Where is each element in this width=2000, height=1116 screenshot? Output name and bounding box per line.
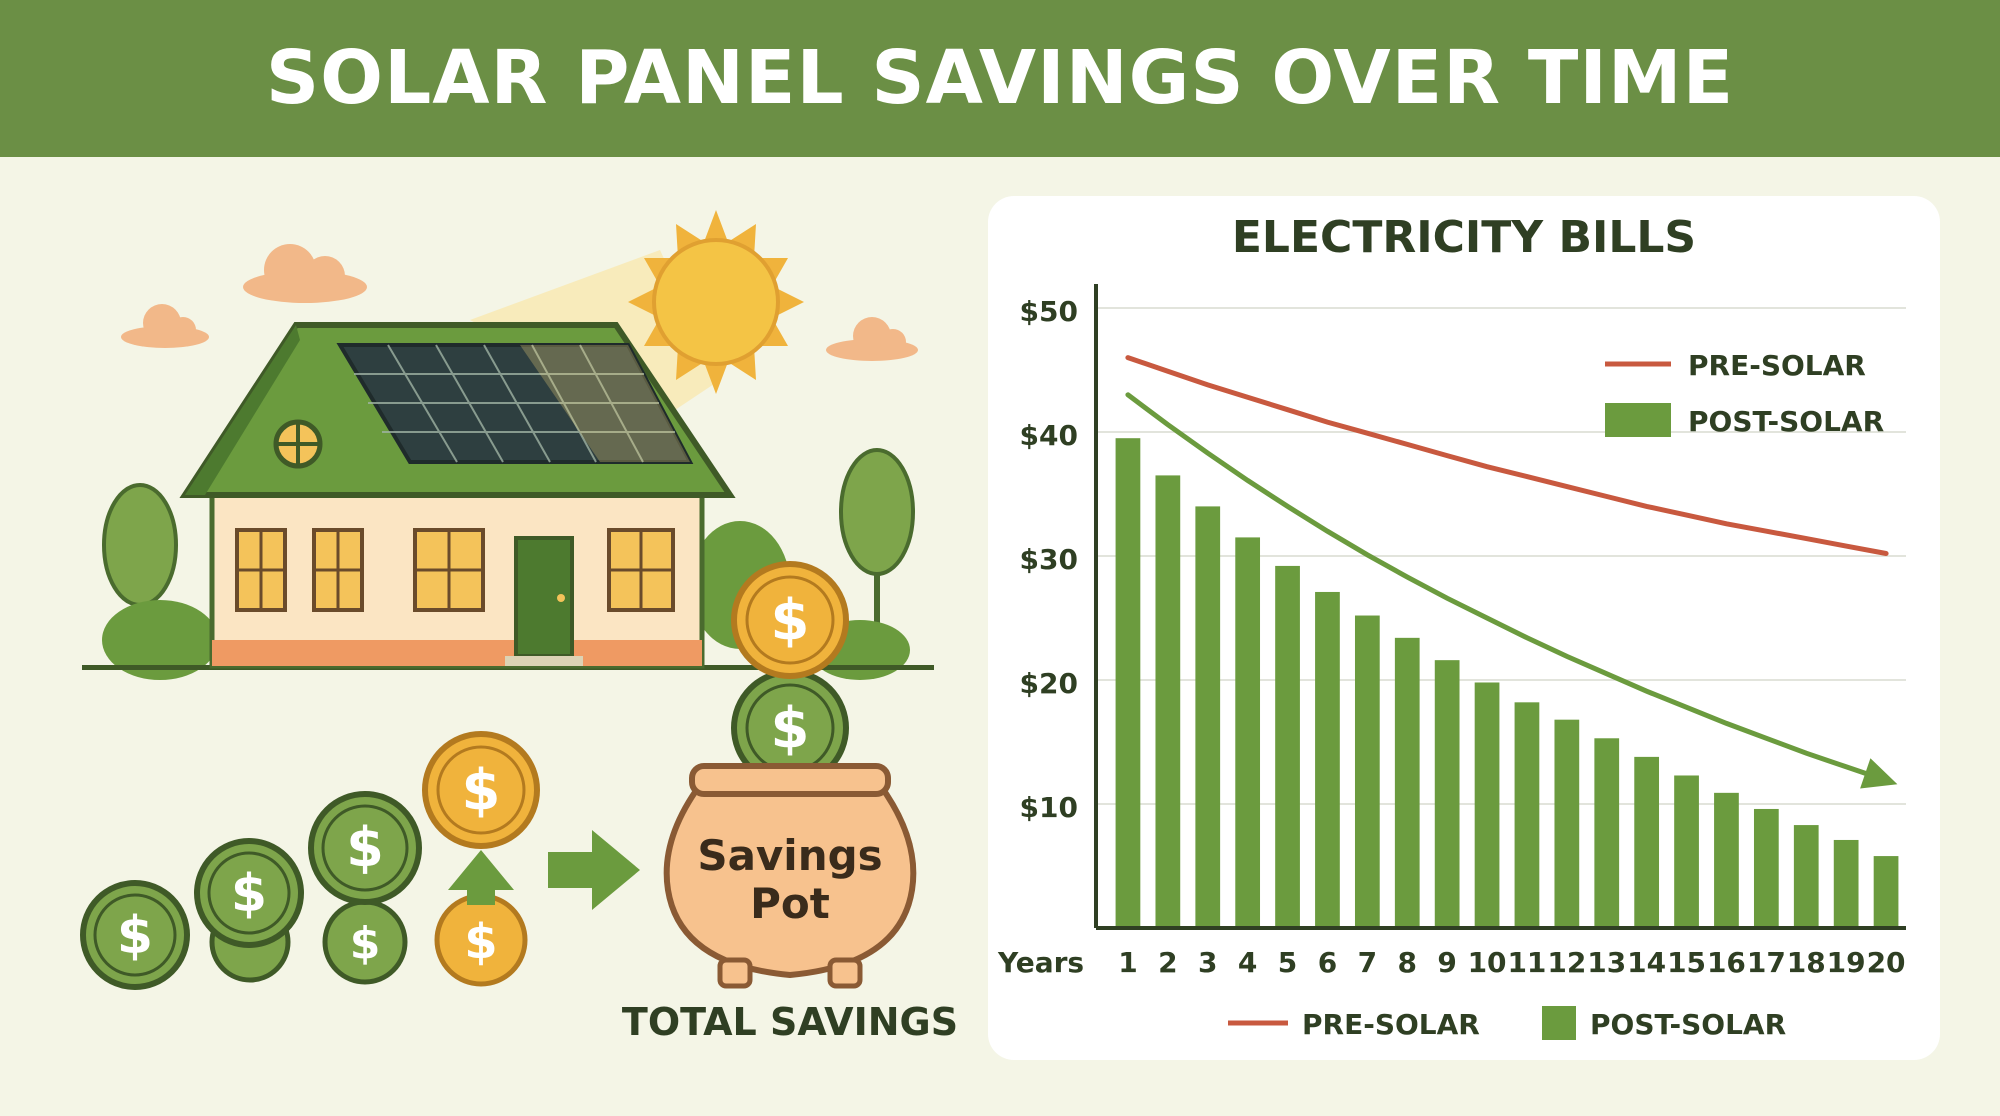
y-tick-label: $40 xyxy=(1020,419,1078,452)
y-tick-label: $30 xyxy=(1020,543,1078,576)
x-tick-label: 11 xyxy=(1507,946,1546,979)
post-solar-bar xyxy=(1315,591,1340,928)
coin-icon: $ xyxy=(731,669,849,787)
arrow-right-icon xyxy=(548,830,640,910)
post-solar-bar xyxy=(1514,702,1540,928)
cloud-icon xyxy=(121,304,209,348)
post-solar-bar xyxy=(1155,475,1181,928)
x-tick-label: 18 xyxy=(1787,946,1826,979)
total-savings-caption: TOTAL SAVINGS xyxy=(621,1000,959,1044)
arrow-up-icon xyxy=(448,850,514,905)
svg-text:$: $ xyxy=(771,588,810,653)
x-axis-label: Years xyxy=(997,946,1084,979)
cloud-icon xyxy=(826,317,918,361)
svg-text:$: $ xyxy=(346,816,384,879)
chart-panel: ELECTRICITY BILLS $50 $40 $30 $20 $10 Years 1 2… xyxy=(988,196,1940,1060)
x-tick-label: 5 xyxy=(1278,946,1297,979)
post-solar-line xyxy=(1125,392,1889,783)
axes xyxy=(1094,284,1906,930)
legend-pre-solar-label: PRE-SOLAR xyxy=(1688,349,1866,382)
post-solar-bar xyxy=(1873,856,1899,928)
post-solar-bar xyxy=(1714,792,1739,928)
post-solar-bar xyxy=(1753,808,1779,928)
x-tick-label: 19 xyxy=(1827,946,1866,979)
post-solar-bar xyxy=(1594,738,1620,928)
post-solar-bar xyxy=(1195,506,1221,928)
post-solar-bar xyxy=(1235,537,1261,928)
post-solar-bar xyxy=(1354,615,1380,928)
sun-icon xyxy=(628,210,804,394)
x-tick-label: 13 xyxy=(1587,946,1626,979)
savings-pot-icon: Savings Pot xyxy=(663,763,917,989)
y-tick-label: $50 xyxy=(1020,295,1078,328)
bottom-legend-post-solar-swatch xyxy=(1542,1006,1576,1040)
legend-post-solar-swatch xyxy=(1605,403,1671,437)
x-tick-label: 17 xyxy=(1747,946,1786,979)
chart-title: ELECTRICITY BILLS xyxy=(1232,212,1696,263)
x-tick-label: 3 xyxy=(1198,946,1217,979)
pot-label-line1: Savings xyxy=(697,831,882,880)
x-tick-label: 2 xyxy=(1158,946,1177,979)
x-tick-label: 7 xyxy=(1358,946,1377,979)
bottom-legend-post-solar-label: POST-SOLAR xyxy=(1590,1008,1786,1041)
post-solar-arrowhead xyxy=(1860,758,1898,789)
x-tick-label: 16 xyxy=(1707,946,1746,979)
title-banner xyxy=(0,0,2000,157)
post-solar-bar xyxy=(1674,775,1699,928)
x-tick-label: 12 xyxy=(1547,946,1586,979)
post-solar-bar xyxy=(1793,825,1819,928)
svg-text:$: $ xyxy=(231,864,267,924)
page-title: SOLAR PANEL SAVINGS OVER TIME xyxy=(265,35,1735,121)
x-tick-label: 4 xyxy=(1238,946,1257,979)
coin-icon: $ xyxy=(731,561,849,679)
solar-panel-icon xyxy=(336,343,694,464)
x-tick-label: 6 xyxy=(1318,946,1337,979)
post-solar-bar xyxy=(1115,438,1141,928)
legend-post-solar-label: POST-SOLAR xyxy=(1688,405,1884,438)
svg-text:$: $ xyxy=(350,918,381,969)
coin-icon: $ xyxy=(422,731,540,849)
post-solar-bar xyxy=(1394,637,1420,928)
coin-icon: $ xyxy=(322,899,408,985)
coin-icon: $ xyxy=(80,880,190,990)
series-lines xyxy=(1125,355,1898,789)
bottom-legend-pre-solar-label: PRE-SOLAR xyxy=(1302,1008,1480,1041)
post-solar-bar xyxy=(1275,565,1300,928)
y-tick-label: $10 xyxy=(1020,791,1078,824)
post-solar-bar xyxy=(1634,756,1660,928)
x-tick-label: 15 xyxy=(1667,946,1706,979)
pot-label-line2: Pot xyxy=(750,879,830,928)
x-tick-label: 8 xyxy=(1398,946,1417,979)
post-solar-bar xyxy=(1833,839,1859,928)
tree-icon xyxy=(839,448,915,630)
x-tick-label: 10 xyxy=(1468,946,1507,979)
x-tick-label: 9 xyxy=(1437,946,1456,979)
coin-icon: $ xyxy=(194,838,304,948)
post-solar-bar xyxy=(1434,660,1460,928)
svg-text:$: $ xyxy=(117,906,153,966)
svg-text:$: $ xyxy=(464,914,497,970)
svg-text:$: $ xyxy=(462,758,501,823)
x-tick-label: 14 xyxy=(1627,946,1666,979)
svg-text:$: $ xyxy=(771,696,810,761)
post-solar-bars xyxy=(1115,438,1899,928)
solar-illustration: $ $ $ $ $ $ $ $ xyxy=(80,210,934,990)
post-solar-bar xyxy=(1554,719,1580,928)
pre-solar-line xyxy=(1125,355,1889,556)
coin-icon: $ xyxy=(434,893,528,987)
coin-icon: $ xyxy=(308,791,422,905)
post-solar-bar xyxy=(1474,682,1500,928)
x-tick-label: 1 xyxy=(1118,946,1137,979)
x-tick-label: 20 xyxy=(1867,946,1906,979)
cloud-icon xyxy=(243,244,367,303)
legend: PRE-SOLAR POST-SOLAR PRE-SOLAR POST-SOLAR xyxy=(1228,349,1884,1041)
grid-lines xyxy=(1096,307,1906,805)
y-tick-label: $20 xyxy=(1020,667,1078,700)
